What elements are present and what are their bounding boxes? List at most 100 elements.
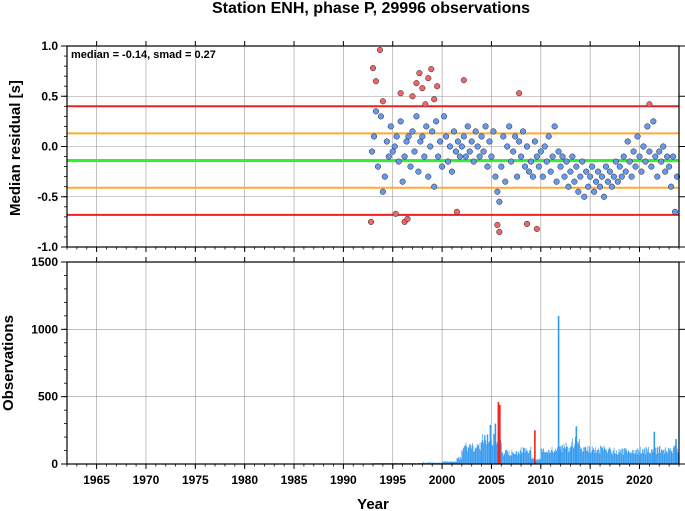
residual-point	[543, 158, 550, 165]
residual-point	[595, 168, 602, 175]
residual-point	[527, 158, 534, 165]
residual-point	[519, 128, 527, 135]
residual-point	[529, 173, 536, 180]
y-tick-label: -0.5	[37, 190, 58, 204]
residual-x-tickmarks	[66, 41, 680, 252]
residual-point	[508, 158, 515, 165]
residual-point	[591, 188, 598, 195]
observations-grid	[67, 261, 679, 465]
residual-point	[535, 163, 542, 170]
residual-point	[583, 168, 590, 175]
residual-point	[512, 133, 519, 140]
residual-point	[446, 143, 454, 150]
residual-point	[417, 138, 424, 145]
y-tick-label: 1000	[31, 322, 58, 336]
x-tick-label: 2005	[478, 473, 505, 487]
residual-point	[640, 143, 647, 150]
observations-y-ticks: 0 500 1000 1500	[31, 255, 685, 471]
residual-point	[638, 168, 645, 175]
residual-point	[435, 153, 442, 160]
residual-point	[474, 143, 481, 150]
residual-point	[437, 138, 444, 145]
observations-plot-frame	[66, 261, 680, 465]
residual-point	[614, 178, 621, 185]
residual-point	[376, 46, 383, 54]
y-tick-label: 1500	[31, 255, 58, 269]
residual-point	[379, 188, 386, 195]
residual-point	[389, 148, 396, 155]
residual-point	[450, 128, 457, 135]
residual-point	[662, 168, 669, 175]
residual-point	[372, 108, 380, 115]
residual-point	[502, 178, 509, 185]
residual-point	[387, 123, 394, 130]
residual-point	[368, 148, 376, 155]
residual-point	[482, 123, 489, 130]
residual-point	[573, 163, 580, 170]
residual-point	[381, 173, 388, 180]
residual-point	[600, 193, 608, 200]
residual-point	[429, 128, 436, 135]
x-tick-label: 2000	[429, 473, 456, 487]
residual-point	[370, 133, 378, 140]
residual-point	[427, 143, 434, 150]
residual-point	[516, 90, 523, 97]
residual-point	[642, 158, 649, 165]
residual-point	[476, 153, 483, 160]
residual-point	[650, 118, 657, 125]
residual-point	[492, 173, 499, 180]
y-tick-label: 500	[38, 390, 58, 404]
x-tick-label: 1995	[379, 473, 406, 487]
residual-point	[523, 220, 531, 227]
residual-point	[660, 143, 667, 150]
residual-point	[369, 65, 377, 72]
residual-point	[634, 133, 641, 140]
residual-point	[444, 158, 452, 165]
residual-point	[452, 148, 459, 155]
residual-point	[668, 183, 675, 190]
residual-point	[413, 80, 420, 87]
residual-point	[575, 188, 582, 195]
residual-point	[498, 163, 505, 170]
residual-point	[488, 153, 495, 160]
residual-point	[628, 173, 635, 180]
residual-point	[405, 133, 412, 140]
residual-y-axis-label: Median residual [s]	[7, 80, 24, 216]
residual-point	[624, 138, 631, 145]
residual-point	[565, 183, 572, 190]
residual-point	[630, 148, 637, 155]
residual-point	[531, 138, 538, 145]
residual-point	[496, 198, 503, 205]
residual-point	[421, 153, 428, 160]
residual-point	[553, 178, 560, 185]
residual-point	[458, 143, 465, 150]
residual-point	[567, 168, 574, 175]
residual-point	[468, 138, 475, 145]
residual-point	[486, 138, 493, 145]
residual-point	[602, 163, 610, 170]
residual-point	[620, 153, 627, 160]
residual-point	[472, 128, 479, 135]
residual-point	[593, 178, 600, 185]
x-tick-label: 2010	[527, 473, 554, 487]
residual-point	[439, 163, 446, 170]
residual-point	[670, 153, 677, 160]
residual-point	[442, 133, 450, 140]
residual-point	[547, 168, 554, 175]
residual-point	[404, 215, 411, 222]
observations-x-ticks: 1965 1970 1975 1980 1985 1990 1995 2000 2005 2010…	[66, 257, 680, 487]
x-axis-label: Year	[357, 496, 389, 511]
residual-point	[401, 153, 408, 160]
residual-point	[470, 158, 477, 165]
y-tick-label: 0.5	[41, 89, 58, 103]
residual-point	[409, 128, 416, 135]
residual-point	[466, 148, 473, 155]
residual-point	[648, 163, 655, 170]
residual-point	[596, 183, 604, 190]
residual-point	[383, 138, 390, 145]
residual-point	[569, 153, 576, 160]
residual-point	[541, 143, 548, 150]
residual-point	[500, 133, 507, 140]
residual-point	[374, 163, 381, 170]
